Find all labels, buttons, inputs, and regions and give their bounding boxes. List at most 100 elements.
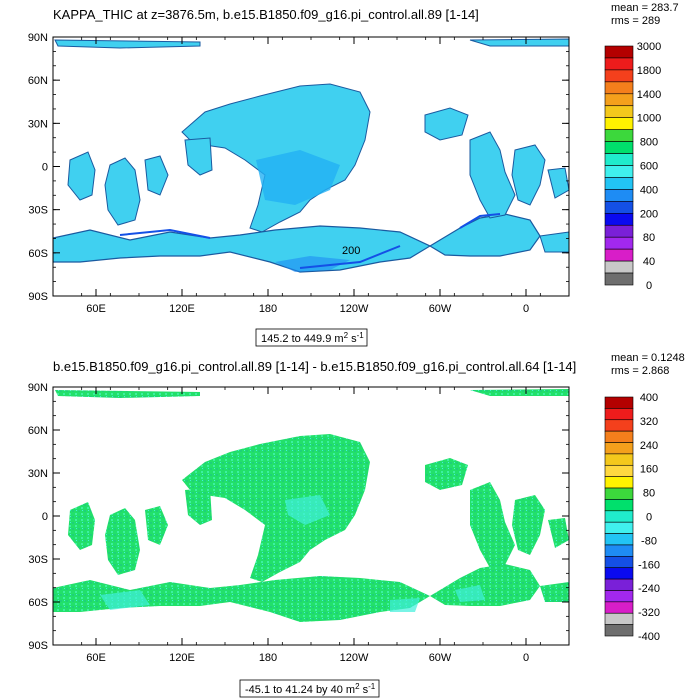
lon-label: 60E: [86, 652, 106, 664]
colorbar-label: -240: [638, 583, 660, 595]
colorbar-label: -160: [638, 559, 660, 571]
colorbar-label: 400: [640, 184, 658, 196]
lat-label: 90S: [28, 291, 48, 303]
colorbar-swatch: [604, 129, 634, 142]
colorbar-label: 400: [640, 392, 658, 404]
panel2-map: [53, 387, 569, 645]
colorbar-swatch: [604, 117, 634, 130]
colorbar-swatch: [604, 578, 634, 591]
colorbar-swatch: [604, 601, 634, 614]
colorbar-swatch: [604, 567, 634, 580]
lat-label: 90N: [28, 32, 48, 44]
panel2-mean: mean = 0.1248: [611, 352, 685, 364]
panel1-range-unit: 2: [344, 331, 349, 340]
colorbar-swatch: [604, 141, 634, 154]
panel1-range-exp: -1: [357, 331, 365, 340]
panel1-ticks: [52, 36, 570, 297]
lon-label: 180: [259, 652, 277, 664]
colorbar-label: 80: [643, 232, 655, 244]
colorbar-label: 200: [640, 208, 658, 220]
contour-label: 200: [342, 245, 360, 257]
colorbar-label: -400: [638, 631, 660, 643]
colorbar-swatch: [604, 260, 634, 274]
colorbar-swatch: [604, 45, 634, 59]
colorbar-swatch: [604, 464, 634, 477]
colorbar-swatch: [604, 272, 634, 286]
colorbar-swatch: [604, 590, 634, 603]
colorbar-swatch: [604, 213, 634, 226]
colorbar-label: 160: [640, 464, 658, 476]
lat-label: 60S: [28, 597, 48, 609]
lon-label: 60W: [429, 652, 452, 664]
colorbar-label: 80: [643, 488, 655, 500]
panel1-axis-labels: 90N 60N 30N 0 30S 60S 90S 60E 120E 180 120W 60W 0: [28, 32, 529, 315]
colorbar-label: 1400: [637, 89, 661, 101]
lat-label: 30N: [28, 118, 48, 130]
colorbar-swatch: [604, 236, 634, 250]
panel2-range-tail: s: [360, 684, 369, 696]
colorbar-swatch: [604, 499, 634, 512]
colorbar-swatch: [604, 248, 634, 262]
lat-label: 0: [42, 162, 48, 174]
colorbar-swatch: [604, 93, 634, 107]
atlantic-basin: [469, 131, 516, 219]
lon-label: 120W: [340, 303, 369, 315]
colorbar-swatch: [604, 189, 634, 202]
colorbar-label: 1000: [637, 113, 661, 125]
panel2-ticks: [52, 386, 570, 646]
colorbar-swatch: [604, 396, 634, 409]
lat-label: 30N: [28, 468, 48, 480]
colorbar-swatch: [604, 544, 634, 557]
panel1-map: 200: [53, 37, 569, 296]
lon-label: 180: [259, 303, 277, 315]
colorbar-swatch: [604, 487, 634, 500]
colorbar-swatch: [604, 510, 634, 523]
diff-pacific: [182, 434, 370, 582]
lon-label: 0: [523, 652, 529, 664]
panel1-range-box: 145.2 to 449.9 m2 s-1: [255, 328, 368, 347]
colorbar-swatch: [604, 408, 634, 421]
panel2-colorbar: 400 320 240 160 80 0 -80 -160 -240 -320 -400: [604, 392, 660, 643]
colorbar-swatch: [604, 165, 634, 178]
lat-label: 60S: [28, 248, 48, 260]
lat-label: 60N: [28, 75, 48, 87]
colorbar-swatch: [604, 177, 634, 190]
lat-label: 30S: [28, 205, 48, 217]
colorbar-swatch: [604, 533, 634, 546]
lat-label: 30S: [28, 554, 48, 566]
lon-label: 60W: [429, 303, 452, 315]
lon-label: 120W: [340, 652, 369, 664]
colorbar-label: -320: [638, 607, 660, 619]
panel2-axis-labels: 90N 60N 30N 0 30S 60S 90S 60E 120E 180 120W 60W 0: [28, 382, 529, 664]
panel2-range-exp: -1: [368, 682, 376, 691]
panel2-range-box: -45.1 to 41.24 by 40 m2 s-1: [239, 679, 380, 698]
colorbar-swatch: [604, 521, 634, 534]
colorbar-label: 3000: [637, 41, 661, 53]
colorbar-label: 240: [640, 440, 658, 452]
colorbar-label: 0: [646, 512, 652, 524]
svg-text:145.2 to 449.9 m2 s-1: 145.2 to 449.9 m2 s-1: [261, 331, 364, 345]
panel2-range-text: -45.1 to 41.24 by 40 m: [245, 684, 355, 696]
colorbar-label: -80: [641, 535, 657, 547]
colorbar-swatch: [604, 419, 634, 432]
lat-label: 60N: [28, 425, 48, 437]
panel1-mean: mean = 283.7: [611, 2, 679, 14]
lon-label: 120E: [169, 652, 195, 664]
colorbar-swatch: [604, 476, 634, 489]
colorbar-swatch: [604, 201, 634, 214]
colorbar-swatch: [604, 69, 634, 83]
colorbar-swatch: [604, 442, 634, 455]
lon-label: 120E: [169, 303, 195, 315]
lat-label: 90N: [28, 382, 48, 394]
colorbar-swatch: [604, 624, 634, 637]
colorbar-swatch: [604, 453, 634, 466]
svg-text:-45.1 to 41.24 by 40 m2 s-1: -45.1 to 41.24 by 40 m2 s-1: [245, 682, 376, 696]
colorbar-label: 600: [640, 161, 658, 173]
colorbar-swatch: [604, 612, 634, 625]
colorbar-label: 40: [643, 256, 655, 268]
lon-label: 60E: [86, 303, 106, 315]
colorbar-swatch: [604, 153, 634, 166]
lon-label: 0: [523, 303, 529, 315]
panel2-range-unit: 2: [355, 682, 360, 691]
